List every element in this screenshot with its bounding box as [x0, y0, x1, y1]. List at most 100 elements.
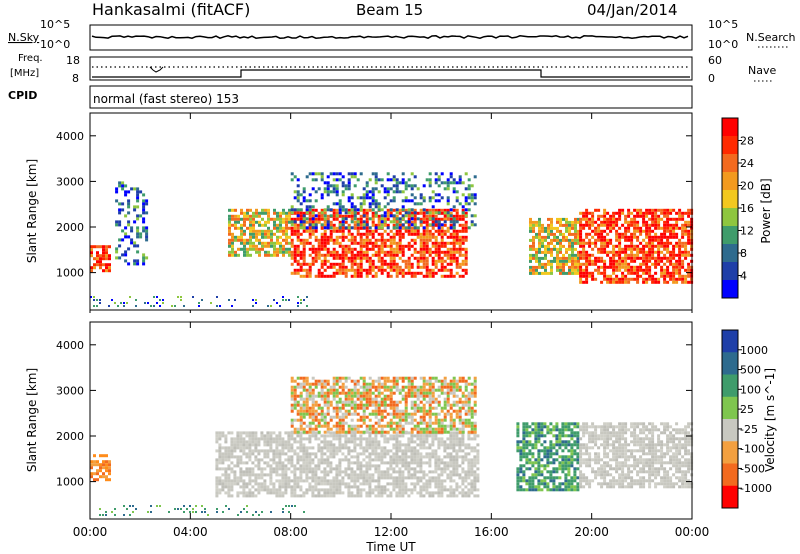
- freq-label-2: [MHz]: [10, 68, 39, 79]
- echo-cell: [582, 250, 586, 254]
- echo-cell: [332, 382, 336, 386]
- echo-cell: [371, 409, 375, 413]
- echo-cell: [311, 244, 315, 248]
- echo-cell: [392, 265, 396, 269]
- echo-cell: [440, 232, 444, 236]
- echo-cell: [302, 226, 306, 230]
- echo-cell: [350, 247, 354, 251]
- echo-cell: [267, 208, 270, 212]
- echo-cell: [344, 220, 348, 224]
- echo-cell: [612, 211, 616, 215]
- echo-cell: [612, 247, 616, 251]
- echo-cell: [279, 241, 282, 245]
- echo-cell: [368, 271, 372, 275]
- echo-cell: [308, 193, 312, 197]
- echo-cell: [344, 250, 348, 254]
- echo-cell: [224, 437, 228, 441]
- echo-cell: [398, 247, 402, 251]
- echo-cell: [562, 238, 565, 242]
- echo-cell: [642, 211, 646, 215]
- echo-cell: [338, 424, 342, 428]
- echo-cell: [377, 214, 381, 218]
- echo-cell: [347, 391, 351, 395]
- echo-cell: [127, 211, 131, 215]
- echo-cell: [443, 488, 447, 492]
- echo-cell: [636, 265, 640, 269]
- echo-cell: [449, 406, 453, 410]
- echo-cell: [288, 253, 291, 257]
- echo-cell: [215, 434, 219, 438]
- echo-cell: [281, 482, 285, 486]
- echo-cell: [335, 226, 339, 230]
- echo-cell: [386, 271, 390, 275]
- echo-cell: [323, 244, 327, 248]
- echo-cell: [639, 256, 643, 260]
- echo-cell: [571, 262, 574, 266]
- echo-cell: [347, 403, 351, 407]
- echo-cell: [672, 229, 676, 233]
- echo-cell: [278, 449, 282, 453]
- echo-cell: [267, 232, 270, 236]
- echo-cell: [642, 277, 646, 281]
- echo-cell: [416, 403, 420, 407]
- echo-cell: [464, 476, 468, 480]
- echo-cell: [422, 379, 426, 383]
- echo-cell: [344, 473, 348, 477]
- echo-cell: [392, 259, 396, 263]
- echo-cell: [377, 376, 381, 380]
- echo-cell: [299, 274, 303, 278]
- echo-cell: [317, 488, 321, 492]
- echo-cell: [407, 178, 411, 182]
- echo-cell: [347, 172, 351, 176]
- echo-cell: [302, 427, 306, 431]
- echo-cell: [282, 229, 285, 233]
- echo-cell: [317, 412, 321, 416]
- echo-cell: [248, 479, 252, 483]
- echo-cell: [386, 467, 390, 471]
- echo-cell: [224, 434, 228, 438]
- echo-cell: [302, 412, 306, 416]
- echo-cell: [455, 464, 459, 468]
- echo-cell: [603, 268, 607, 272]
- echo-cell: [446, 208, 450, 212]
- echo-cell: [419, 400, 423, 404]
- echo-cell: [377, 394, 381, 398]
- echo-cell: [636, 229, 640, 233]
- echo-cell: [311, 458, 315, 462]
- echo-cell: [356, 443, 360, 447]
- echo-cell: [359, 494, 363, 498]
- echo-cell: [145, 229, 149, 233]
- echo-cell: [124, 259, 128, 263]
- echo-cell: [338, 488, 342, 492]
- echo-cell: [263, 479, 267, 483]
- echo-cell: [559, 265, 562, 269]
- echo-cell: [544, 250, 547, 254]
- echo-cell: [105, 460, 108, 464]
- echo-cell: [272, 488, 276, 492]
- echo-cell: [302, 211, 306, 215]
- echo-cell: [377, 458, 381, 462]
- echo-cell: [311, 391, 315, 395]
- echo-cell: [341, 265, 345, 269]
- echo-cell: [425, 250, 429, 254]
- echo-cell: [350, 193, 354, 197]
- echo-cell: [383, 485, 387, 489]
- echo-cell: [464, 479, 468, 483]
- echo-cell: [374, 421, 378, 425]
- echo-cell: [416, 235, 420, 239]
- ground-scatter-cell: [153, 305, 155, 307]
- echo-cell: [541, 262, 544, 266]
- echo-cell: [362, 202, 366, 206]
- echo-cell: [302, 409, 306, 413]
- echo-cell: [314, 467, 318, 471]
- echo-cell: [609, 223, 613, 227]
- echo-cell: [371, 458, 375, 462]
- echo-cell: [365, 437, 369, 441]
- echo-cell: [377, 412, 381, 416]
- echo-cell: [395, 253, 399, 257]
- echo-cell: [296, 235, 300, 239]
- echo-cell: [278, 467, 282, 471]
- echo-cell: [383, 262, 387, 266]
- echo-cell: [422, 485, 426, 489]
- echo-cell: [293, 385, 297, 389]
